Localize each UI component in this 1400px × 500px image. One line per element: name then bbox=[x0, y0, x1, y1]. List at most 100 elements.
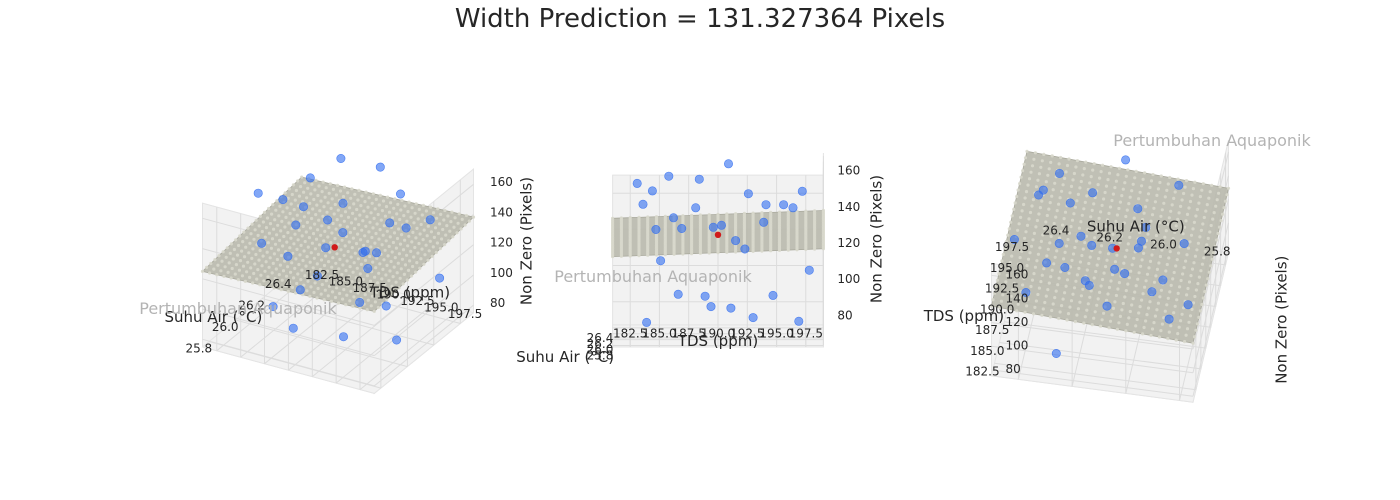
plane-mesh-point bbox=[279, 253, 284, 258]
plane-mesh-point bbox=[1165, 262, 1169, 267]
plane-mesh-point bbox=[446, 214, 450, 218]
plane-mesh-point bbox=[1112, 226, 1116, 230]
data-point bbox=[323, 215, 333, 225]
plane-mesh-point bbox=[1173, 190, 1177, 194]
grid-z bbox=[202, 308, 375, 357]
plane-mesh-point bbox=[396, 261, 400, 265]
y-tick-label: 187.5 bbox=[672, 327, 706, 341]
plane-mesh-point bbox=[1196, 241, 1200, 245]
data-point bbox=[1133, 243, 1143, 253]
plane-mesh-point bbox=[1184, 179, 1189, 183]
plane-mesh-point bbox=[1191, 341, 1195, 345]
plane-mesh-point bbox=[989, 304, 994, 308]
plane-mesh-point bbox=[419, 222, 423, 227]
plane-mesh-point bbox=[410, 206, 414, 210]
plane-mesh-point bbox=[223, 265, 227, 269]
plane-mesh-point bbox=[1059, 270, 1063, 274]
plane-mesh-point bbox=[1143, 205, 1148, 209]
plane-mesh-point bbox=[364, 224, 368, 228]
plane-mesh-point bbox=[1030, 164, 1035, 168]
plane-mesh-point bbox=[1149, 179, 1154, 183]
plane-mesh-point bbox=[1149, 333, 1153, 338]
plane-mesh-point bbox=[273, 218, 277, 222]
plane-mesh-point bbox=[1134, 284, 1138, 288]
plane-mesh-point bbox=[1040, 313, 1044, 317]
plane-mesh-point bbox=[353, 192, 357, 196]
plane-mesh-point bbox=[1195, 322, 1199, 326]
plane-mesh-point bbox=[313, 281, 317, 285]
plane-mesh-point bbox=[315, 262, 319, 266]
plane-mesh-point bbox=[1142, 211, 1146, 215]
plane-mesh-point bbox=[221, 250, 225, 254]
plane-mesh-point bbox=[1128, 195, 1132, 199]
plane-mesh-point bbox=[419, 257, 423, 261]
plane-mesh-point bbox=[413, 211, 417, 215]
plane-mesh-point bbox=[332, 212, 336, 216]
plane-mesh-point bbox=[1110, 198, 1114, 203]
plane-mesh-point bbox=[256, 268, 260, 272]
plane-mesh-point bbox=[1028, 210, 1033, 215]
plane-mesh-point bbox=[1092, 202, 1096, 206]
plane-mesh-point bbox=[339, 248, 343, 252]
plane-mesh-point bbox=[1007, 227, 1011, 231]
plane-mesh-point bbox=[307, 236, 311, 240]
plane-mesh-point bbox=[1127, 202, 1131, 206]
plane-mesh-point bbox=[1022, 162, 1026, 166]
x-tick-label: 26.2 bbox=[238, 299, 265, 313]
plane-mesh-point bbox=[278, 263, 282, 267]
data-point bbox=[716, 220, 726, 230]
plane-mesh-point bbox=[405, 253, 409, 257]
data-point bbox=[298, 202, 308, 212]
data-point bbox=[677, 224, 687, 234]
y-axis-label: TDS (ppm) bbox=[923, 307, 1004, 325]
plane-mesh-point bbox=[364, 283, 368, 287]
plane-mesh-point bbox=[418, 266, 422, 270]
z-tick-label: 140 bbox=[490, 206, 513, 220]
plane-mesh-point bbox=[295, 213, 299, 217]
plane-mesh-point bbox=[1046, 173, 1050, 177]
plane-mesh-point bbox=[1015, 309, 1019, 313]
plane-mesh-point bbox=[1114, 293, 1118, 298]
plane-mesh-point bbox=[1134, 324, 1138, 328]
plane-mesh-point bbox=[1152, 206, 1156, 210]
plane-mesh-point bbox=[248, 241, 252, 245]
data-point bbox=[321, 243, 331, 253]
plane-mesh-point bbox=[354, 276, 358, 280]
plane-mesh-point bbox=[237, 243, 241, 248]
plane-mesh-point bbox=[348, 206, 352, 210]
plane-mesh-point bbox=[1131, 222, 1135, 227]
plane-mesh-point bbox=[273, 276, 277, 281]
plane-mesh-point bbox=[1163, 195, 1167, 199]
plane-mesh-point bbox=[339, 282, 343, 286]
plane-mesh-point bbox=[1023, 236, 1027, 240]
plane-mesh-point bbox=[742, 211, 747, 215]
plane-mesh-point bbox=[339, 214, 343, 218]
plane-mesh-point bbox=[1159, 288, 1163, 292]
plane-mesh-point bbox=[1078, 186, 1082, 190]
plane-mesh-point bbox=[1104, 224, 1108, 228]
plane-mesh-point bbox=[309, 192, 313, 196]
plane-mesh-point bbox=[427, 249, 431, 253]
plane-mesh-point bbox=[1082, 321, 1086, 325]
plane-mesh-point bbox=[350, 280, 354, 284]
plane-mesh-point bbox=[287, 187, 291, 191]
plane-mesh-point bbox=[267, 206, 271, 211]
data-point bbox=[673, 289, 683, 299]
plane-mesh-point bbox=[248, 275, 252, 279]
plane-mesh-point bbox=[382, 258, 386, 262]
plane-mesh-point bbox=[403, 204, 407, 208]
plane-mesh-point bbox=[1226, 186, 1231, 190]
data-point bbox=[1055, 168, 1065, 178]
plane-mesh-point bbox=[1019, 175, 1023, 179]
plane-mesh-point bbox=[698, 213, 703, 217]
plane-mesh-point bbox=[366, 239, 370, 243]
plane-mesh-point bbox=[268, 222, 273, 226]
plane-mesh-point bbox=[304, 230, 308, 234]
plane-mesh-point bbox=[411, 264, 415, 269]
x-tick-label: 25.8 bbox=[587, 349, 614, 363]
plane-mesh-point bbox=[280, 219, 284, 223]
plane-mesh-point bbox=[1214, 204, 1218, 208]
plane-mesh-point bbox=[390, 284, 394, 288]
plane-mesh-point bbox=[1208, 230, 1212, 234]
plane-mesh-point bbox=[1183, 340, 1187, 344]
